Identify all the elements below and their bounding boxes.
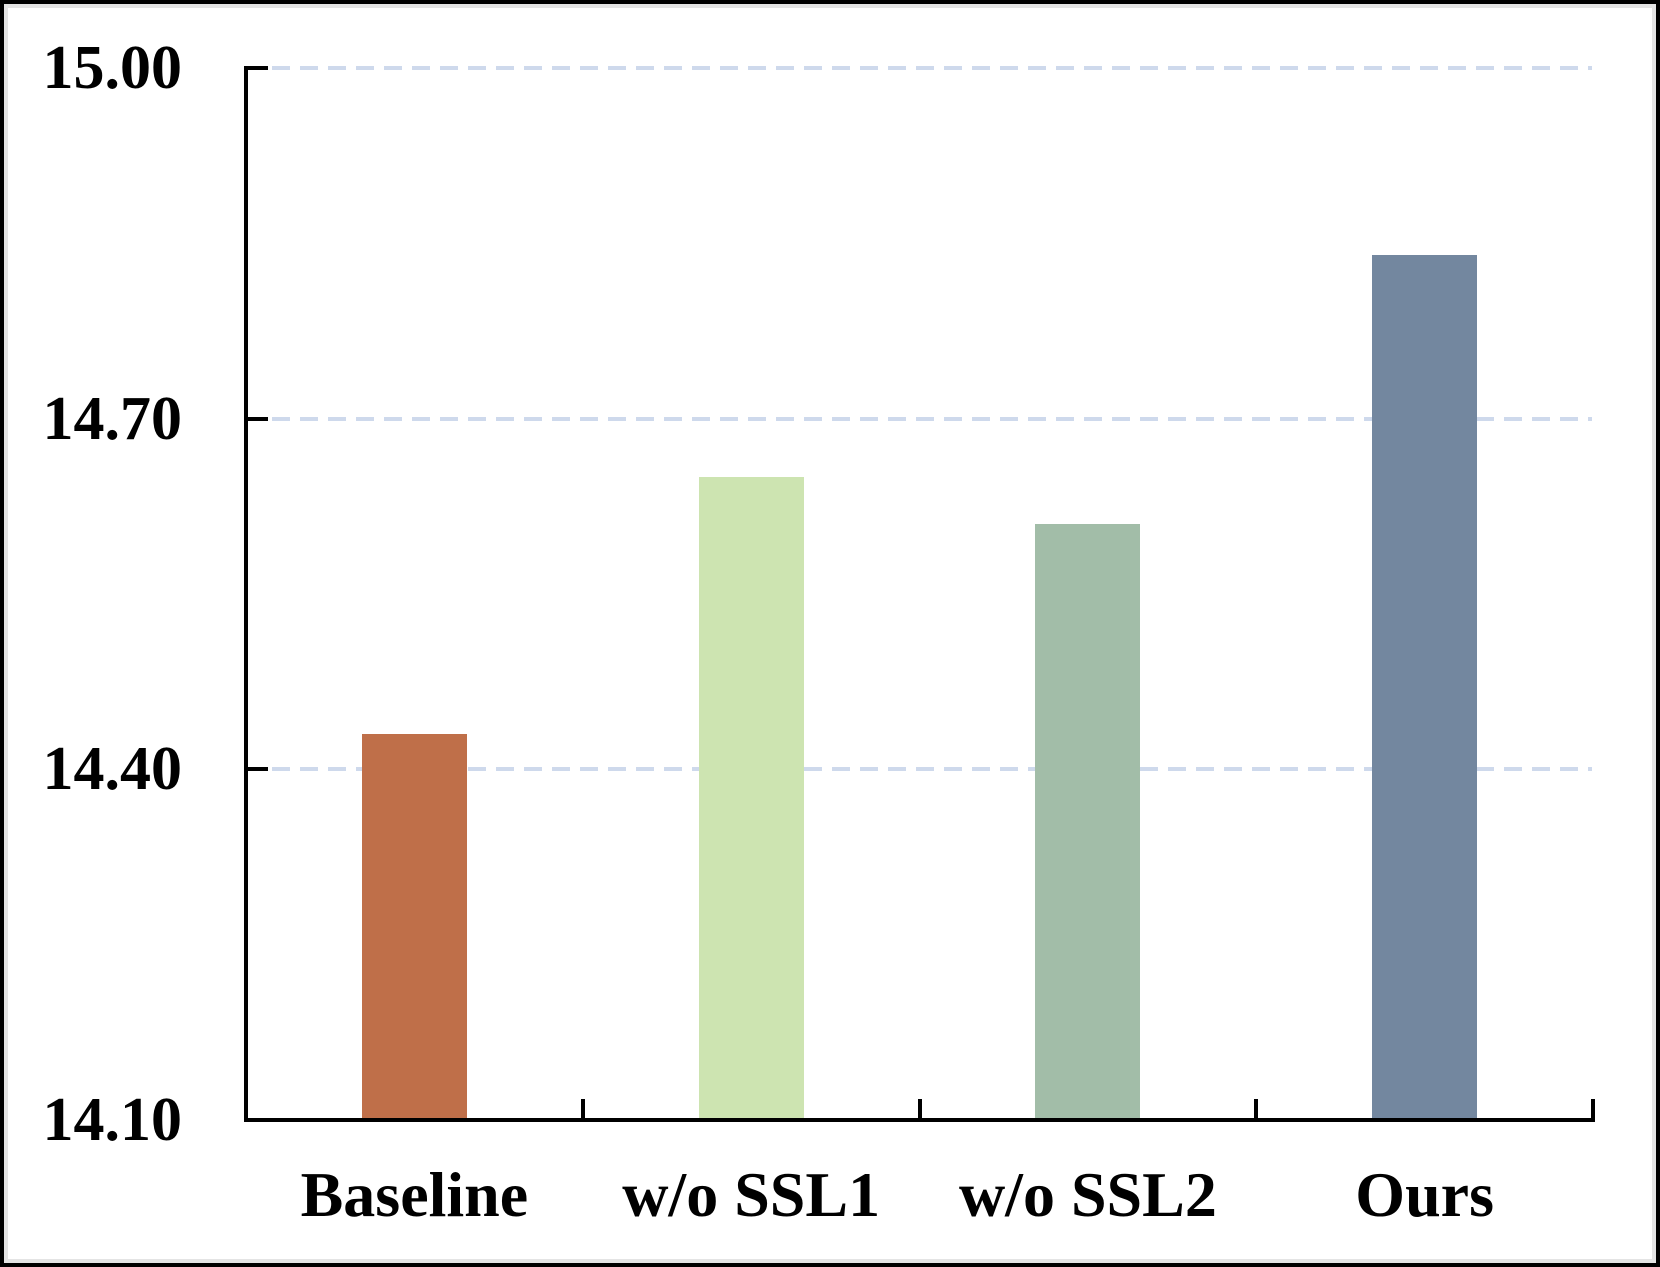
x-axis-tick (1254, 1099, 1259, 1118)
y-axis-tick (248, 416, 268, 421)
gridline (272, 767, 1592, 772)
gridline (272, 416, 1592, 421)
x-axis-tick (1591, 1099, 1595, 1118)
y-axis-line (244, 66, 248, 1122)
y-axis-label: 14.40 (42, 735, 183, 804)
y-axis-label: 14.70 (42, 384, 183, 453)
y-axis-label: 14.10 (42, 1086, 183, 1154)
bar-baseline (361, 734, 467, 1118)
x-axis-tick (580, 1099, 585, 1118)
bar-w-o-ssl2 (1035, 523, 1141, 1118)
x-axis-tick (917, 1099, 922, 1118)
bar-ours (1372, 255, 1478, 1118)
x-axis-label-w-o-ssl1: w/o SSL1 (622, 1159, 881, 1230)
y-axis-label: 15.00 (42, 34, 183, 102)
x-axis-line (244, 1118, 1595, 1122)
bar-w-o-ssl1 (698, 477, 804, 1118)
x-axis-label-baseline: Baseline (300, 1159, 529, 1230)
y-axis-tick (248, 767, 268, 772)
x-axis-label-ours: Ours (1355, 1159, 1494, 1230)
x-axis-label-w-o-ssl2: w/o SSL2 (958, 1159, 1217, 1230)
y-axis-tick (248, 66, 268, 70)
gridline (272, 66, 1592, 70)
